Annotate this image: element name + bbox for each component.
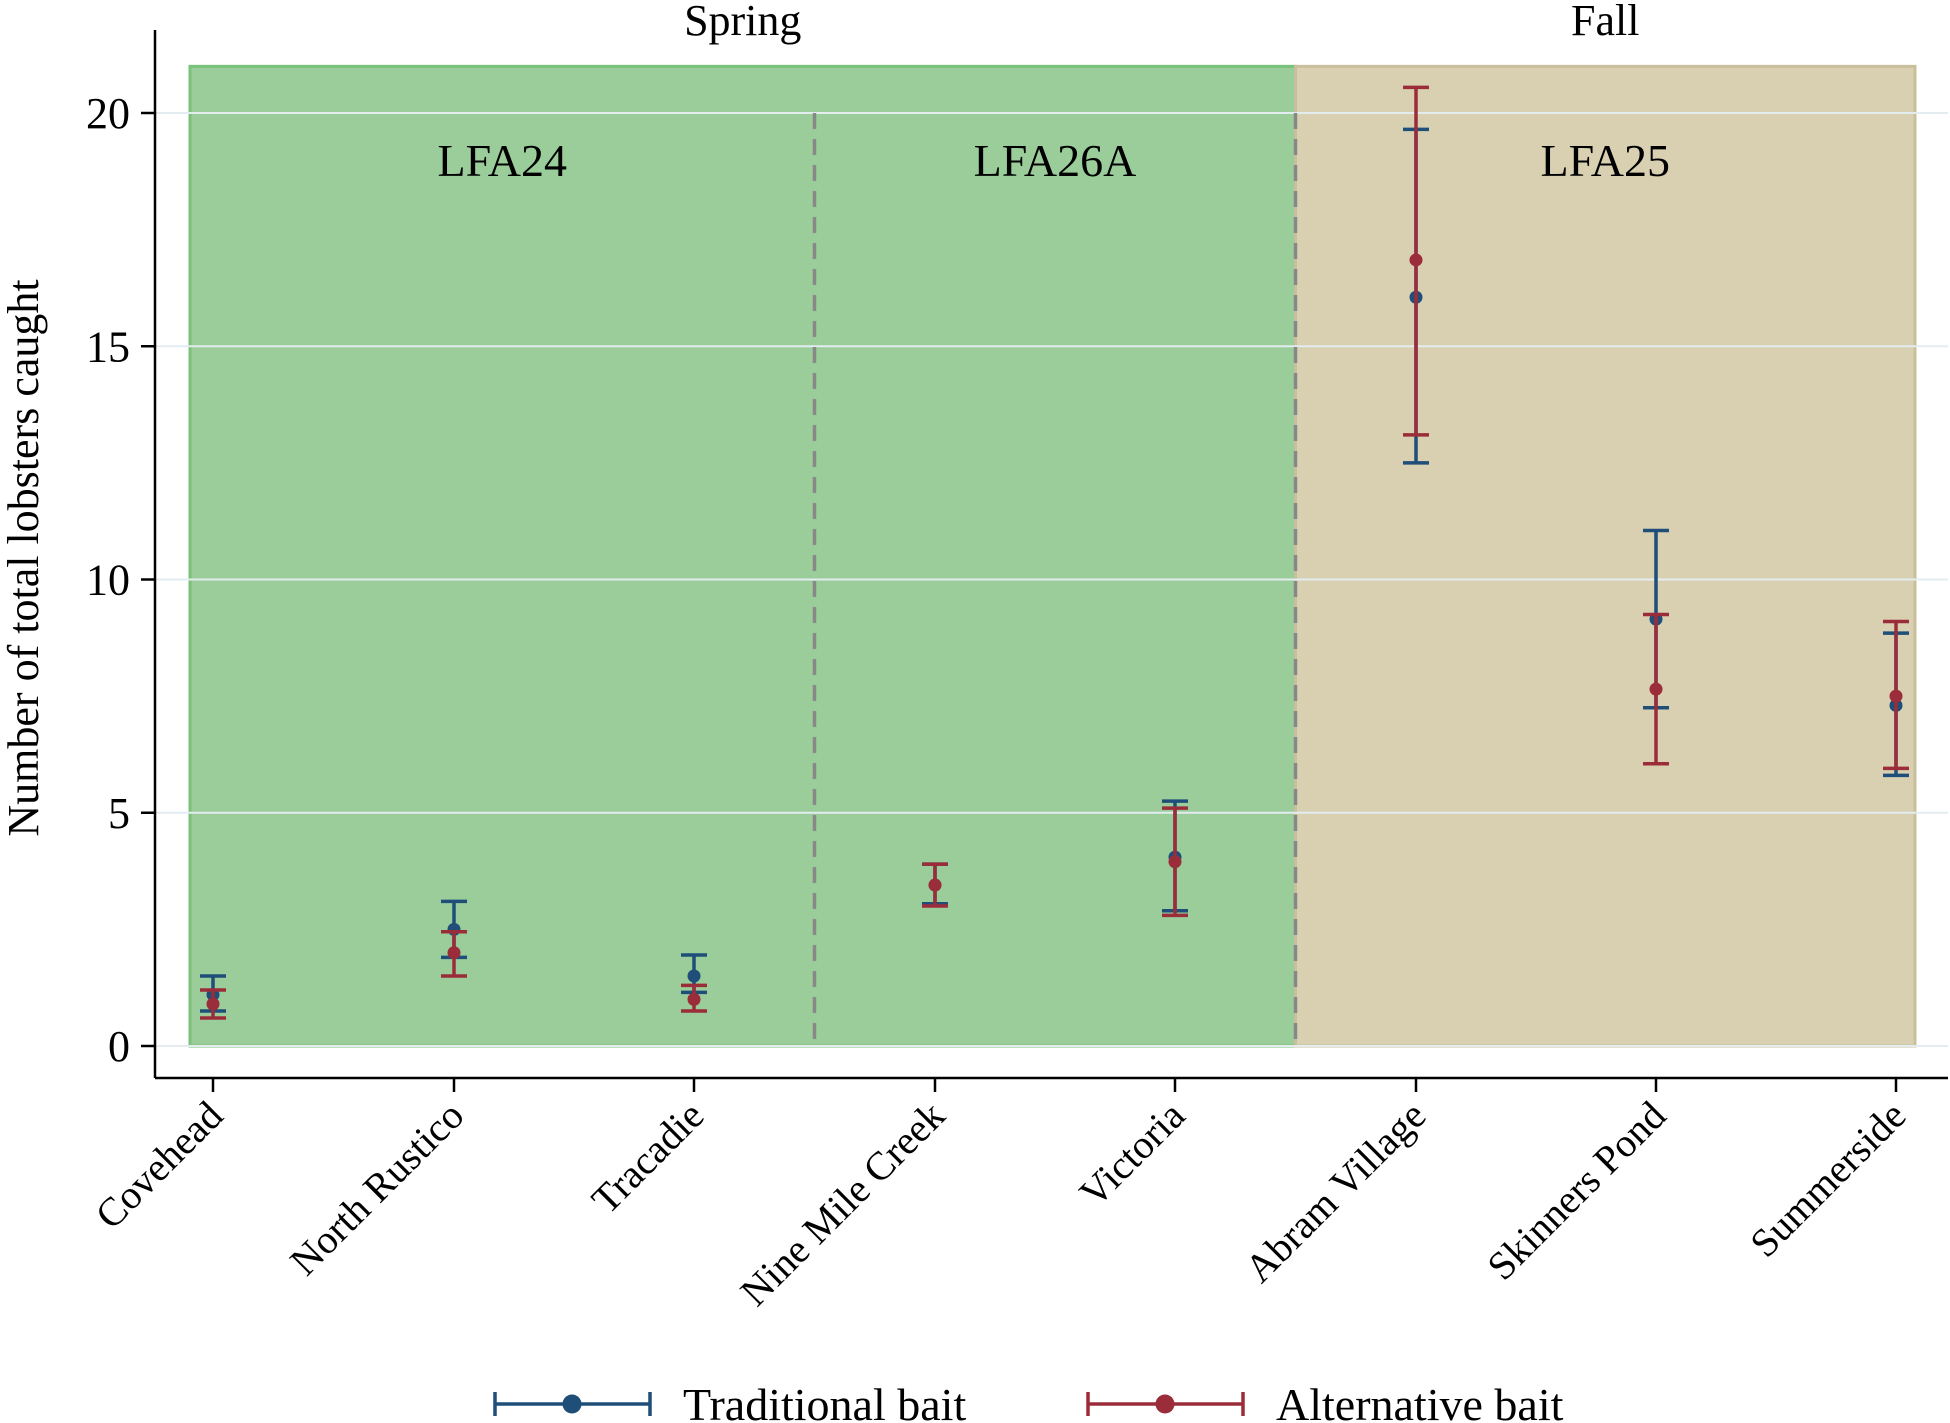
alternative-bait-errorbar-4 xyxy=(1162,806,1188,918)
legend-label-alternative-bait: Alternative bait xyxy=(1276,1379,1564,1423)
legend: Traditional bait Alternative bait xyxy=(493,1379,1564,1423)
alternative-bait-errorbar-3 xyxy=(922,862,948,908)
data-marks xyxy=(200,85,1909,1020)
alternative-bait-point-7 xyxy=(1889,689,1903,703)
traditional-bait-point-2 xyxy=(687,969,701,983)
alternative-bait-point-5 xyxy=(1409,253,1423,267)
x-tick-label-5: Abram Village xyxy=(1236,1093,1434,1291)
y-axis-title: Number of total lobsters caught xyxy=(0,279,48,836)
alternative-bait-point-6 xyxy=(1649,682,1663,696)
alternative-bait-point-2 xyxy=(687,992,701,1006)
legend-item-alternative-bait: Alternative bait xyxy=(1086,1379,1564,1423)
alternative-bait-errorbar-5 xyxy=(1403,85,1429,437)
x-tick-label-2: Tracadie xyxy=(583,1093,713,1223)
season-panel-spring xyxy=(188,64,1297,1048)
alternative-bait-point-1 xyxy=(447,946,461,960)
alternative-bait-errorbar-1 xyxy=(441,929,467,978)
legend-marker-alternative-bait xyxy=(1155,1394,1175,1414)
background-panels xyxy=(188,64,1917,1048)
legend-item-traditional-bait: Traditional bait xyxy=(493,1379,966,1423)
gridlines xyxy=(155,112,1948,1047)
y-tick-label-5: 5 xyxy=(108,789,130,838)
x-tick-label-0: Covehead xyxy=(86,1093,231,1238)
y-tick-label-15: 15 xyxy=(86,322,130,371)
y-tick-label-10: 10 xyxy=(86,556,130,605)
y-tick-label-20: 20 xyxy=(86,89,130,138)
alternative-bait-point-0 xyxy=(206,997,220,1011)
y-tick-label-0: 0 xyxy=(108,1022,130,1071)
x-tick-label-6: Skinners Pond xyxy=(1478,1093,1674,1289)
panel-labels: Spring Fall LFA24 LFA26A LFA25 xyxy=(438,0,1671,186)
area-label-lfa25: LFA25 xyxy=(1541,135,1671,186)
x-tick-label-1: North Rustico xyxy=(281,1093,472,1284)
alternative-bait-errorbar-0 xyxy=(200,988,226,1020)
x-tick-label-7: Summerside xyxy=(1741,1093,1914,1266)
area-label-lfa24: LFA24 xyxy=(438,135,568,186)
alternative-bait-errorbar-6 xyxy=(1643,612,1669,766)
x-tick-label-3: Nine Mile Creek xyxy=(731,1093,953,1315)
season-panel-fall xyxy=(1294,64,1917,1048)
season-label-fall: Fall xyxy=(1571,0,1639,45)
x-tick-label-4: Victoria xyxy=(1071,1092,1194,1215)
alternative-bait-point-4 xyxy=(1168,855,1182,869)
alternative-bait-point-3 xyxy=(928,878,942,892)
season-label-spring: Spring xyxy=(684,0,801,45)
legend-marker-traditional-bait xyxy=(562,1394,582,1414)
alternative-bait-errorbar-7 xyxy=(1883,619,1909,771)
legend-label-traditional-bait: Traditional bait xyxy=(683,1379,966,1423)
area-label-lfa26a: LFA26A xyxy=(974,135,1137,186)
alternative-bait-errorbar-2 xyxy=(681,983,707,1013)
